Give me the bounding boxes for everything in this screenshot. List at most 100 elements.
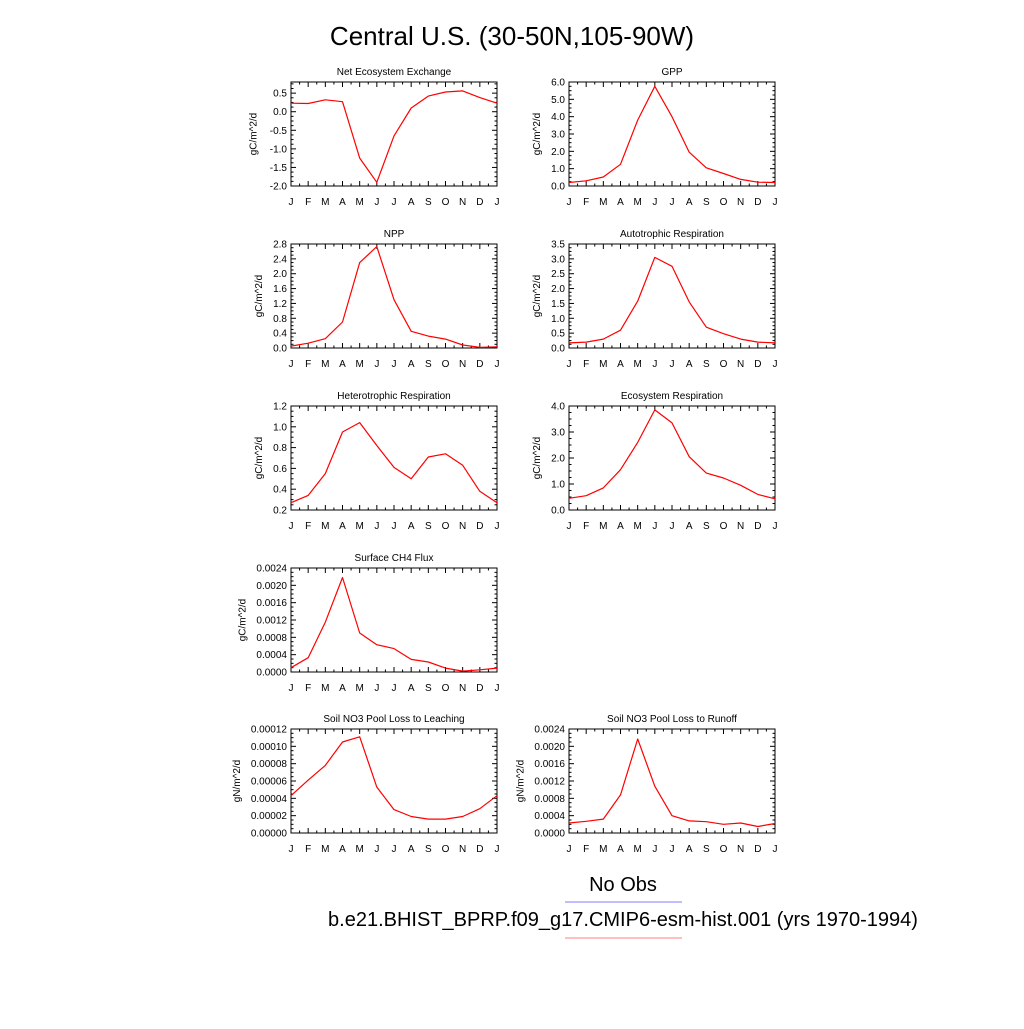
y-tick-label: 1.0 [551,164,565,175]
y-tick-label: 0.0020 [256,581,287,592]
y-tick-label: 0.0024 [256,564,287,575]
y-axis-label: gC/m^2/d [532,437,543,480]
x-tick-label: M [599,844,607,855]
x-tick-label: S [425,683,432,694]
y-tick-label: 0.0 [273,107,287,118]
y-tick-label: 3.0 [551,254,565,265]
x-tick-label: S [703,521,710,532]
y-tick-label: 0.0000 [534,829,565,840]
x-tick-label: A [617,521,624,532]
y-tick-label: -1.0 [270,144,288,155]
y-tick-label: 3.5 [551,240,565,251]
x-tick-label: N [737,844,744,855]
panel-title: Ecosystem Respiration [621,391,723,402]
y-tick-label: 1.0 [273,422,287,433]
x-tick-label: O [720,197,728,208]
x-tick-label: J [670,359,675,370]
x-tick-label: A [408,359,415,370]
x-tick-label: J [652,197,657,208]
y-tick-label: 1.6 [273,284,287,295]
x-tick-label: A [617,197,624,208]
x-tick-label: A [617,844,624,855]
y-axis-label: gN/m^2/d [515,760,526,803]
x-tick-label: J [670,197,675,208]
x-tick-label: M [355,197,363,208]
x-tick-label: N [459,683,466,694]
y-axis-label: gC/m^2/d [532,113,543,156]
x-tick-label: A [339,683,346,694]
x-tick-label: J [392,844,397,855]
x-tick-label: M [355,844,363,855]
x-tick-label: J [652,844,657,855]
y-tick-label: 5.0 [551,95,565,106]
plot-frame [290,243,498,349]
x-tick-label: J [495,844,500,855]
x-tick-label: J [392,521,397,532]
y-tick-label: -2.0 [270,182,288,193]
x-tick-label: F [305,359,311,370]
panel-title: Soil NO3 Pool Loss to Leaching [323,714,464,725]
y-tick-label: 0.00002 [251,811,288,822]
y-tick-label: 0.00010 [251,742,288,753]
y-axis-label: gC/m^2/d [237,599,248,642]
panel-title: Net Ecosystem Exchange [337,67,452,78]
y-tick-label: 0.4 [273,329,287,340]
x-tick-label: M [321,359,329,370]
x-tick-label: J [773,844,778,855]
x-tick-label: J [289,844,294,855]
y-tick-label: 2.0 [551,454,565,465]
x-tick-label: A [686,197,693,208]
x-tick-label: A [686,521,693,532]
x-tick-label: J [773,197,778,208]
plot-frame [568,81,776,187]
x-tick-label: J [374,521,379,532]
x-tick-label: F [583,521,589,532]
x-tick-label: S [425,197,432,208]
x-tick-label: S [425,521,432,532]
x-tick-label: A [408,197,415,208]
y-tick-label: 0.5 [551,329,565,340]
y-tick-label: 2.0 [551,284,565,295]
x-tick-label: J [289,197,294,208]
x-tick-label: M [321,683,329,694]
y-tick-label: 0.2 [273,506,287,517]
x-tick-label: D [476,844,483,855]
x-tick-label: M [321,844,329,855]
x-tick-label: F [305,197,311,208]
x-tick-label: J [392,359,397,370]
x-tick-label: M [321,521,329,532]
plot-frame [290,567,498,673]
x-tick-label: D [476,521,483,532]
y-tick-label: 0.00004 [251,794,288,805]
x-tick-label: O [442,683,450,694]
y-tick-label: 0.0020 [534,742,565,753]
x-tick-label: M [321,197,329,208]
x-tick-label: O [720,521,728,532]
x-tick-label: A [339,844,346,855]
x-tick-label: M [633,521,641,532]
x-tick-label: J [670,521,675,532]
y-tick-label: 2.0 [273,269,287,280]
y-tick-label: 0.4 [273,485,287,496]
plot-frame [290,405,498,511]
x-tick-label: J [652,521,657,532]
x-tick-label: A [686,359,693,370]
x-tick-label: D [754,197,761,208]
x-tick-label: J [652,359,657,370]
x-tick-label: S [703,197,710,208]
series-line [568,256,776,344]
figure-title: Central U.S. (30-50N,105-90W) [330,21,694,51]
y-tick-label: 0.0012 [534,777,565,788]
y-tick-label: -0.5 [270,126,288,137]
x-tick-label: D [754,521,761,532]
x-tick-label: J [495,359,500,370]
x-tick-label: F [583,359,589,370]
series-line [290,736,498,820]
x-tick-label: A [408,521,415,532]
